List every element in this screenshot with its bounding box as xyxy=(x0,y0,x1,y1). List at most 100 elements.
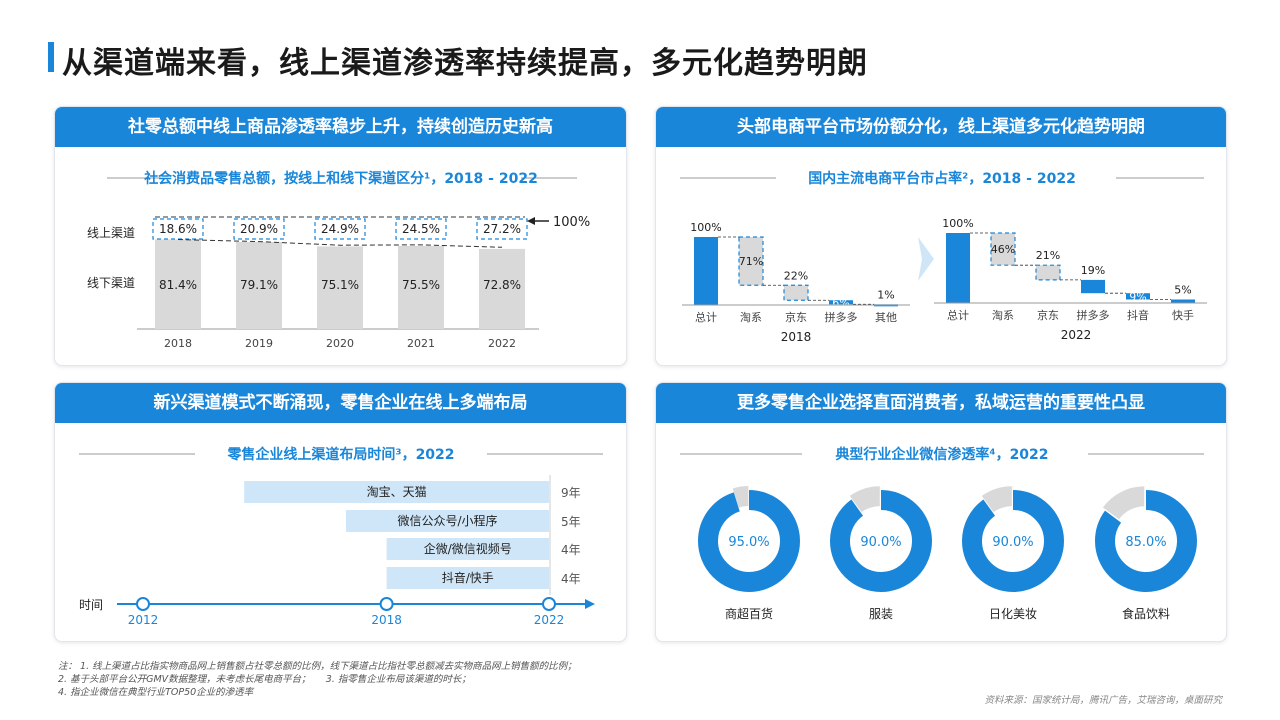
panel-header: 新兴渠道模式不断涌现，零售企业在线上多端布局 xyxy=(55,383,626,423)
source-note: 资料来源：国家统计局，腾讯广告，艾瑞咨询，桌面研究 xyxy=(984,695,1222,706)
waterfall-bar xyxy=(1126,293,1150,300)
stacked-bar-chart: 社会消费品零售总额，按线上和线下渠道区分¹，2018 - 2022 线上渠道线下渠… xyxy=(87,170,590,350)
waterfall-bar xyxy=(694,237,718,305)
donut-category-label: 服装 xyxy=(869,607,893,621)
footnotes: 注： 1. 线上渠道占比指实物商品网上销售额占社零总额的比例，线下渠道占比指社零… xyxy=(58,660,577,699)
timeline-node xyxy=(136,597,150,611)
bar-offline xyxy=(398,245,444,329)
donut-slice-value xyxy=(698,490,800,592)
data-label-online: 24.9% xyxy=(321,222,359,236)
panel-header: 更多零售企业选择直面消费者，私域运营的重要性凸显 xyxy=(656,383,1226,423)
donut-category-label: 日化美妆 xyxy=(989,607,1037,621)
x-tick-label: 快手 xyxy=(1172,308,1194,322)
panel-channel-timeline: 新兴渠道模式不断涌现，零售企业在线上多端布局 零售企业线上渠道布局时间³，202… xyxy=(54,382,627,642)
waterfall-bar xyxy=(829,300,853,305)
data-label: 1% xyxy=(877,288,894,301)
footnote-line: 注： 1. 线上渠道占比指实物商品网上销售额占社零总额的比例，线下渠道占比指社零… xyxy=(58,661,577,672)
donut-center-label: 85.0% xyxy=(1125,535,1166,550)
waterfall-bar xyxy=(783,284,809,301)
data-label-offline: 72.8% xyxy=(483,278,521,292)
timeline-bar-label: 企微/微信视频号 xyxy=(424,541,512,556)
bar-online xyxy=(152,218,204,240)
chart-subtitle: 典型行业企业微信渗透率⁴，2022 xyxy=(835,446,1048,463)
donut-chart: 90.0% 日化美妆 xyxy=(960,486,1064,621)
axis-label: 时间 xyxy=(79,598,103,612)
donut-chart: 90.0% 服装 xyxy=(828,486,932,621)
chevron-icon xyxy=(918,237,934,281)
donut-slice-rest xyxy=(828,486,931,589)
donut-slice-value xyxy=(1095,490,1197,592)
data-label-online: 27.2% xyxy=(483,222,521,236)
x-tick-label: 总计 xyxy=(695,310,717,324)
data-label: 100% xyxy=(690,221,721,234)
bar-online xyxy=(395,218,447,240)
donut-category-label: 商超百货 xyxy=(725,606,773,621)
x-tick-label: 2020 xyxy=(326,337,354,350)
waterfall-charts: 国内主流电商平台市占率²，2018 - 2022 100% 总计 71% 淘系 22% 京东… xyxy=(680,170,1207,344)
panel-header: 头部电商平台市场份额分化，线上渠道多元化趋势明朗 xyxy=(656,107,1226,147)
title-accent-bar xyxy=(48,42,54,72)
data-label: 5% xyxy=(1174,284,1191,297)
data-label-offline: 75.1% xyxy=(321,278,359,292)
x-tick-label: 2018 xyxy=(371,613,402,627)
x-tick-label: 2022 xyxy=(534,613,565,627)
donut-charts: 典型行业企业微信渗透率⁴，2022 95.0% 商超百货 90.0% 服装 90.0% 日化… xyxy=(680,446,1204,621)
data-label-offline: 79.1% xyxy=(240,278,278,292)
donut-center-label: 90.0% xyxy=(992,535,1033,550)
timeline-bar-label: 抖音/快手 xyxy=(442,570,494,585)
data-label: 19% xyxy=(1081,264,1105,277)
page-title: 从渠道端来看，线上渠道渗透率持续提高，多元化趋势明朗 xyxy=(62,46,868,81)
duration-label: 9年 xyxy=(561,486,581,500)
group-year-label: 2018 xyxy=(781,330,812,344)
x-tick-label: 2018 xyxy=(164,337,192,350)
data-label: 21% xyxy=(1036,249,1060,262)
panel-platform-share: 头部电商平台市场份额分化，线上渠道多元化趋势明朗 国内主流电商平台市占率²，20… xyxy=(655,106,1227,366)
bar-online xyxy=(233,218,285,240)
bar-offline xyxy=(317,246,363,329)
x-tick-label: 淘系 xyxy=(992,309,1014,322)
bar-offline xyxy=(236,241,282,329)
data-label-offline: 75.5% xyxy=(402,278,440,292)
bar-online xyxy=(476,218,528,240)
panel-online-penetration: 社零总额中线上商品渗透率稳步上升，持续创造历史新高 社会消费品零售总额，按线上和… xyxy=(54,106,627,366)
waterfall-bar xyxy=(1171,299,1195,303)
x-tick-label: 2021 xyxy=(407,337,435,350)
x-tick-label: 淘系 xyxy=(740,311,762,324)
chart-subtitle: 社会消费品零售总额，按线上和线下渠道区分¹，2018 - 2022 xyxy=(143,170,538,187)
donut-slice-rest xyxy=(1093,486,1196,589)
data-label-online: 18.6% xyxy=(159,222,197,236)
data-label-online: 20.9% xyxy=(240,222,278,236)
chart-subtitle: 零售企业线上渠道布局时间³，2022 xyxy=(226,446,454,463)
donut-slice-value xyxy=(830,490,932,592)
donut-chart: 85.0% 食品饮料 xyxy=(1093,486,1197,621)
group-year-label: 2022 xyxy=(1061,328,1092,342)
timeline-bar xyxy=(346,510,549,532)
row-label-online: 线上渠道 xyxy=(87,226,135,240)
bar-offline xyxy=(155,239,201,329)
row-label-offline: 线下渠道 xyxy=(87,276,135,290)
timeline-bar xyxy=(386,567,549,589)
timeline-bar-label: 微信公众号/小程序 xyxy=(397,513,497,528)
timeline-node xyxy=(379,597,394,611)
data-label: 46% xyxy=(991,243,1015,256)
axis-arrow-icon xyxy=(585,599,595,609)
timeline-bar-label: 淘宝、天猫 xyxy=(367,485,427,499)
x-tick-label: 2012 xyxy=(128,613,159,627)
x-tick-label: 2019 xyxy=(245,337,273,350)
waterfall-bar xyxy=(1081,279,1105,294)
bar-online xyxy=(314,218,366,240)
donut-category-label: 食品饮料 xyxy=(1122,606,1170,621)
duration-label: 4年 xyxy=(561,543,581,557)
footnote-line: 4. 指企业微信在典型行业TOP50企业的渗透率 xyxy=(58,687,254,698)
timeline-bar xyxy=(386,538,549,560)
data-label: 22% xyxy=(784,269,808,282)
data-label: 100% xyxy=(942,217,973,230)
x-tick-label: 京东 xyxy=(1037,308,1059,322)
x-tick-label: 总计 xyxy=(947,308,969,322)
total-arrow-head xyxy=(527,217,535,225)
data-label-online: 24.5% xyxy=(402,222,440,236)
timeline-node xyxy=(542,597,556,611)
waterfall-bar xyxy=(738,236,764,286)
donut-chart: 95.0% 商超百货 xyxy=(697,486,800,621)
